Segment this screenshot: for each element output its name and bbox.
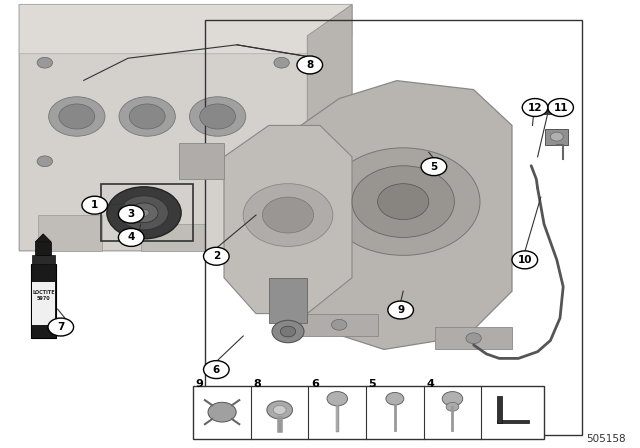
Circle shape <box>550 132 563 141</box>
Circle shape <box>272 320 304 343</box>
Text: 9: 9 <box>397 305 404 315</box>
Circle shape <box>297 56 323 74</box>
Circle shape <box>378 184 429 220</box>
Circle shape <box>512 251 538 269</box>
Text: 505158: 505158 <box>586 434 626 444</box>
Circle shape <box>37 156 52 167</box>
Circle shape <box>548 99 573 116</box>
Text: LOCTITE
5970: LOCTITE 5970 <box>32 290 55 301</box>
Circle shape <box>262 197 314 233</box>
Polygon shape <box>224 125 352 314</box>
Circle shape <box>49 97 105 136</box>
Circle shape <box>442 392 463 406</box>
Text: 2: 2 <box>212 251 220 261</box>
Circle shape <box>388 301 413 319</box>
Text: 3: 3 <box>127 209 135 219</box>
Bar <box>538 110 557 114</box>
Circle shape <box>130 203 158 223</box>
Circle shape <box>352 166 454 237</box>
Bar <box>205 20 582 435</box>
Circle shape <box>273 405 286 414</box>
Bar <box>497 420 529 423</box>
Text: 6: 6 <box>311 379 319 389</box>
Circle shape <box>267 401 292 419</box>
Polygon shape <box>19 4 352 251</box>
Circle shape <box>243 184 333 246</box>
Circle shape <box>466 333 481 344</box>
Bar <box>497 396 502 423</box>
Circle shape <box>107 187 181 239</box>
Polygon shape <box>179 143 224 179</box>
Circle shape <box>118 205 144 223</box>
Bar <box>141 224 205 251</box>
Polygon shape <box>269 278 307 323</box>
Text: 10: 10 <box>518 255 532 265</box>
Polygon shape <box>19 4 352 54</box>
Circle shape <box>189 97 246 136</box>
Circle shape <box>82 196 108 214</box>
Text: 5: 5 <box>369 379 376 389</box>
Text: 9: 9 <box>196 379 204 389</box>
Text: 4: 4 <box>426 379 434 389</box>
Bar <box>193 386 544 439</box>
Circle shape <box>522 99 548 116</box>
Circle shape <box>274 156 289 167</box>
Polygon shape <box>307 4 352 215</box>
Bar <box>32 282 55 325</box>
Circle shape <box>59 104 95 129</box>
Text: 1: 1 <box>91 200 99 210</box>
Circle shape <box>274 57 289 68</box>
Bar <box>38 215 102 251</box>
Circle shape <box>386 392 404 405</box>
Circle shape <box>327 392 348 406</box>
Circle shape <box>204 361 229 379</box>
Bar <box>435 327 512 349</box>
Bar <box>31 264 56 338</box>
Polygon shape <box>35 234 51 242</box>
Circle shape <box>129 104 165 129</box>
Bar <box>545 129 568 145</box>
Circle shape <box>326 148 480 255</box>
Circle shape <box>280 326 296 337</box>
Circle shape <box>200 104 236 129</box>
Circle shape <box>48 318 74 336</box>
Bar <box>101 184 193 241</box>
Circle shape <box>446 402 459 411</box>
Circle shape <box>204 247 229 265</box>
Bar <box>35 242 51 255</box>
Circle shape <box>139 209 149 216</box>
Bar <box>301 314 378 336</box>
Circle shape <box>37 57 52 68</box>
Polygon shape <box>301 81 512 349</box>
Text: 8: 8 <box>306 60 314 70</box>
Circle shape <box>119 97 175 136</box>
Text: 6: 6 <box>212 365 220 375</box>
Circle shape <box>421 158 447 176</box>
Circle shape <box>118 228 144 246</box>
Circle shape <box>332 319 347 330</box>
Text: 5: 5 <box>430 162 438 172</box>
Bar <box>32 255 55 264</box>
Text: 4: 4 <box>127 233 135 242</box>
Text: 7: 7 <box>57 322 65 332</box>
Circle shape <box>208 402 236 422</box>
Text: 12: 12 <box>528 103 542 112</box>
Circle shape <box>120 196 168 230</box>
Text: 11: 11 <box>554 103 568 112</box>
Text: 8: 8 <box>253 379 261 389</box>
